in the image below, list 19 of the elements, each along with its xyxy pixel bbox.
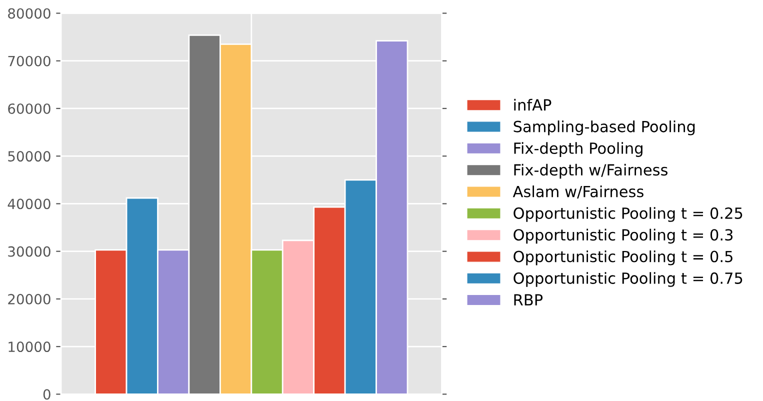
legend-label: Fix-depth w/Fairness (514, 164, 668, 179)
y-tick-label: 0 (43, 389, 50, 400)
y-tick-label: 10000 (8, 342, 50, 352)
legend-label: RBP (514, 294, 543, 306)
legend-label: Opportunistic Pooling t = 0.25 (514, 207, 742, 222)
legend-label: Aslam w/Fairness (512, 185, 644, 199)
y-tick-label: 40000 (8, 198, 50, 210)
y-tick-label: 20000 (8, 294, 50, 304)
y-tick-label: 80000 (8, 8, 50, 19)
legend-label: Sampling-based Pooling (514, 120, 695, 136)
y-tick-label: 50000 (8, 151, 50, 162)
legend-label: Opportunistic Pooling t = 0.5 (514, 250, 732, 266)
y-tick-label: 30000 (8, 246, 50, 257)
legend-label: Fix-depth Pooling (514, 142, 642, 157)
legend-label: Opportunistic Pooling t = 0.3 (514, 228, 733, 244)
y-tick-label: 60000 (8, 103, 50, 114)
y-tick-label: 70000 (8, 56, 50, 66)
legend-label: Opportunistic Pooling t = 0.75 (514, 272, 742, 287)
legend-label: infAP (514, 98, 552, 110)
